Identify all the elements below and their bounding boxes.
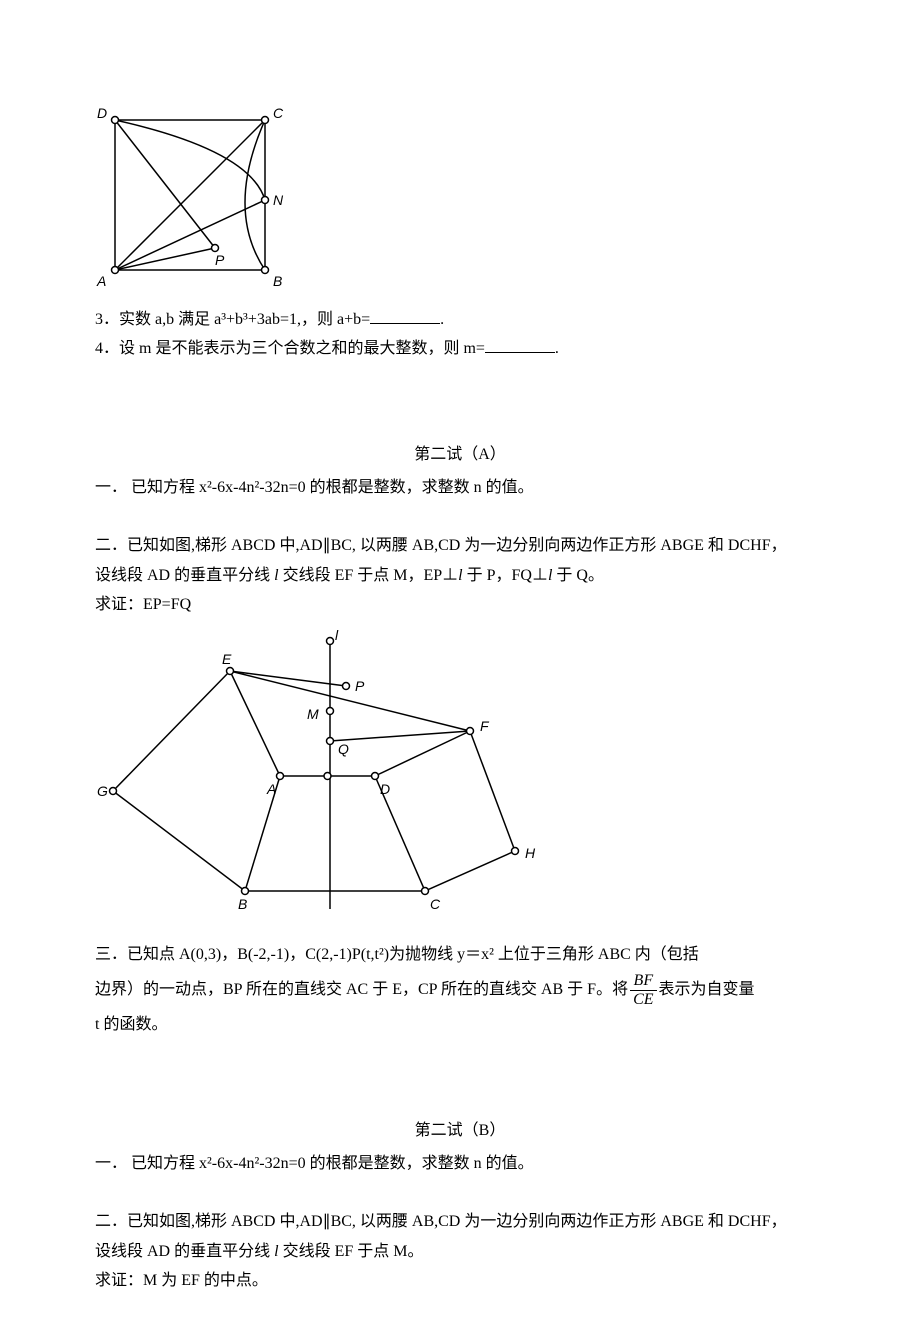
figure-square-abcd: A B C D N P	[95, 100, 825, 299]
svg-text:G: G	[97, 783, 108, 799]
secA-p3a: 三．已知点 A(0,3)，B(-2,-1)，C(2,-1)P(t,t²)为抛物线…	[95, 942, 825, 968]
secB-p2a: 二．已知如图,梯形 ABCD 中,AD∥BC, 以两腰 AB,CD 为一边分别向…	[95, 1209, 825, 1235]
svg-text:C: C	[273, 105, 284, 121]
secB-p2b: 设线段 AD 的垂直平分线 l 交线段 EF 于点 M。	[95, 1239, 825, 1265]
q3-text: 3．实数 a,b 满足 a³+b³+3ab=1,，则 a+b=	[95, 311, 370, 328]
secA-p3b-post: 表示为自变量	[659, 977, 755, 1003]
fig2-svg: E F G H A D B C M P Ql	[95, 626, 565, 926]
q4-blank	[485, 337, 555, 353]
svg-text:A: A	[266, 781, 276, 797]
svg-text:H: H	[525, 845, 536, 861]
svg-text:M: M	[307, 706, 319, 722]
secB-p2c: 求证：M 为 EF 的中点。	[95, 1268, 825, 1294]
secA-p3c: t 的函数。	[95, 1012, 825, 1038]
svg-text:B: B	[238, 896, 247, 912]
q4-tail: .	[555, 340, 559, 357]
frac-den: CE	[630, 991, 656, 1009]
svg-text:F: F	[480, 718, 490, 734]
secA-p2a: 二．已知如图,梯形 ABCD 中,AD∥BC, 以两腰 AB,CD 为一边分别向…	[95, 533, 825, 559]
section-a-title: 第二试（A）	[95, 442, 825, 468]
svg-text:B: B	[273, 273, 282, 289]
svg-text:P: P	[215, 252, 225, 268]
svg-text:A: A	[96, 273, 106, 289]
secA-p3b: 边界）的一动点，BP 所在的直线交 AC 于 E，CP 所在的直线交 AB 于 …	[95, 972, 825, 1008]
svg-text:D: D	[97, 105, 107, 121]
svg-text:D: D	[380, 781, 390, 797]
question-4: 4．设 m 是不能表示为三个合数之和的最大整数，则 m=.	[95, 336, 825, 362]
secA-p3b-pre: 边界）的一动点，BP 所在的直线交 AC 于 E，CP 所在的直线交 AB 于 …	[95, 977, 628, 1003]
fig1-svg: A B C D N P	[95, 100, 295, 290]
svg-text:l: l	[335, 627, 339, 643]
fraction-bf-ce: BF CE	[630, 972, 656, 1008]
q4-text: 4．设 m 是不能表示为三个合数之和的最大整数，则 m=	[95, 340, 485, 357]
svg-text:C: C	[430, 896, 441, 912]
svg-text:N: N	[273, 192, 284, 208]
secB-p1: 一． 已知方程 x²-6x-4n²-32n=0 的根都是整数，求整数 n 的值。	[95, 1151, 825, 1177]
section-b-title: 第二试（B）	[95, 1118, 825, 1144]
frac-num: BF	[630, 972, 656, 991]
secA-p1: 一． 已知方程 x²-6x-4n²-32n=0 的根都是整数，求整数 n 的值。	[95, 475, 825, 501]
figure-trapezoid: E F G H A D B C M P Ql	[95, 626, 825, 935]
question-3: 3．实数 a,b 满足 a³+b³+3ab=1,，则 a+b=.	[95, 307, 825, 333]
q3-blank	[370, 308, 440, 324]
svg-text:P: P	[355, 678, 365, 694]
svg-text:E: E	[222, 651, 232, 667]
secA-p2c: 求证：EP=FQ	[95, 592, 825, 618]
secA-p2b: 设线段 AD 的垂直平分线 l 交线段 EF 于点 M，EP⊥l 于 P，FQ⊥…	[95, 563, 825, 589]
svg-text:Q: Q	[338, 741, 349, 757]
q3-tail: .	[440, 311, 444, 328]
